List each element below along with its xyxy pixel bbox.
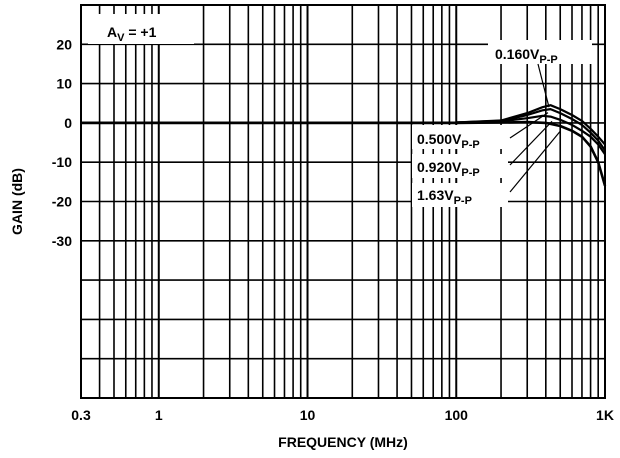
series-label-1: 0.160VP-P [495, 46, 558, 66]
y-tick-label: 10 [56, 76, 72, 92]
series-label-2: 0.500VP-P [417, 131, 480, 151]
series-layer [81, 104, 607, 187]
y-tick-label: 0 [64, 115, 72, 131]
x-tick-label: 10 [300, 407, 316, 423]
y-tick-label: -10 [52, 154, 72, 170]
plot-frame [80, 4, 606, 399]
series-label-3: 0.920VP-P [417, 159, 480, 179]
y-tick-label: 20 [56, 36, 72, 52]
series-label-box [412, 183, 508, 207]
gain-label: AV = +1 [107, 24, 157, 44]
leader-line [509, 120, 553, 166]
x-tick-label: 100 [445, 407, 469, 423]
x-tick-label: 1K [596, 407, 614, 423]
y-tick-label: -20 [52, 194, 72, 210]
series-label-box [412, 154, 508, 178]
gain-box [88, 14, 194, 44]
series-label-box [488, 40, 592, 64]
x-axis-title: FREQUENCY (MHz) [278, 434, 408, 450]
x-tick-label: 0.3 [71, 407, 91, 423]
series-line-4 [81, 120, 607, 187]
x-tick-label: 1 [155, 407, 163, 423]
series-label-box [412, 125, 508, 149]
y-tick-label: -30 [52, 233, 72, 249]
y-axis-title: GAIN (dB) [9, 168, 25, 235]
leader-line [509, 131, 561, 193]
leader-line [537, 63, 550, 108]
leader-line [509, 112, 549, 139]
annotations: AV = +1 0.160VP-P 0.500VP-P 0.920VP-P 1.63VP… [88, 14, 592, 207]
series-label-4: 1.63VP-P [417, 187, 472, 207]
